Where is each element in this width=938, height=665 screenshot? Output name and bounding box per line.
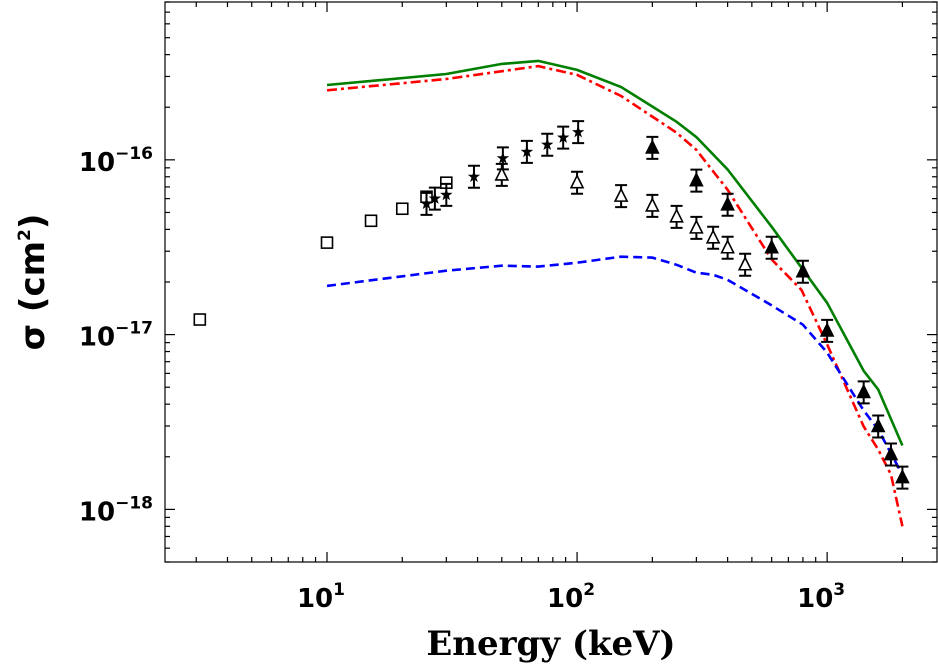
- data-point-open-triangle: [720, 238, 735, 254]
- data-point-square: [395, 202, 409, 216]
- data-point-filled-triangle: [720, 196, 735, 211]
- data-point-star: [496, 151, 510, 164]
- data-point-filled-triangle: [764, 238, 779, 254]
- data-point-filled-triangle: [645, 139, 660, 154]
- data-point-star: [572, 125, 585, 138]
- x-tick-label: 101: [297, 580, 345, 614]
- data-point-open-triangle: [705, 229, 721, 244]
- data-point-filled-triangle: [856, 383, 871, 399]
- data-point-star: [541, 138, 554, 150]
- data-point-filled-triangle: [795, 262, 811, 278]
- data-point-filled-triangle: [883, 445, 899, 461]
- y-tick-label: 10−16: [79, 144, 153, 178]
- plot-frame: [164, 1, 938, 563]
- series-line-solid: [326, 59, 904, 447]
- data-point-open-triangle: [669, 208, 684, 223]
- y-tick-label: 10−18: [79, 493, 153, 527]
- data-point-open-triangle: [689, 219, 704, 234]
- data-point-star: [520, 145, 534, 158]
- data-point-square: [193, 313, 207, 326]
- data-point-filled-triangle: [895, 468, 910, 484]
- x-tick-label: 102: [547, 580, 595, 614]
- data-point-star: [428, 192, 442, 204]
- data-point-square: [320, 236, 334, 249]
- data-point-star: [440, 188, 453, 201]
- data-point-open-triangle: [569, 173, 585, 189]
- data-point-open-triangle: [613, 187, 629, 202]
- data-point-filled-triangle: [819, 322, 835, 337]
- data-point-open-triangle: [494, 166, 510, 181]
- y-axis-label: σ (cm2): [13, 214, 53, 351]
- data-point-star: [420, 197, 433, 210]
- data-point-star: [467, 170, 481, 182]
- data-point-filled-triangle: [870, 417, 886, 433]
- plot-area: [193, 59, 910, 527]
- x-tick-label: 103: [797, 580, 845, 614]
- series-line-dashed: [326, 255, 904, 476]
- series-line-dashdot: [326, 64, 904, 527]
- y-tick-label: 10−17: [79, 319, 153, 353]
- axes: 101 102 103 10−16 10−17 10−18: [79, 1, 938, 614]
- x-axis-label: Energy (keV): [426, 624, 675, 664]
- data-point-square: [364, 214, 378, 228]
- data-point-open-triangle: [645, 197, 660, 212]
- data-point-open-triangle: [737, 255, 753, 271]
- data-point-filled-triangle: [689, 171, 704, 187]
- data-point-star: [557, 131, 570, 143]
